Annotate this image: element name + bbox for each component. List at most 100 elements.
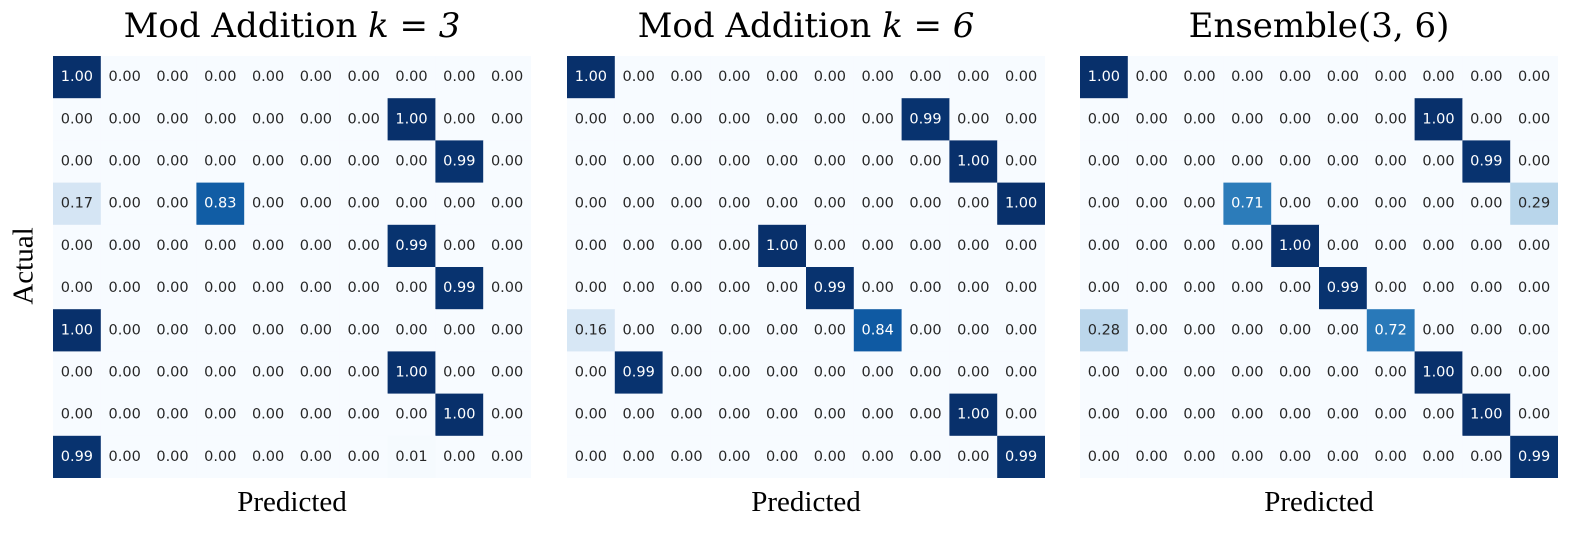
heatmap-cell-label: 0.00 bbox=[252, 111, 284, 127]
heatmap-cell bbox=[949, 351, 998, 395]
heatmap-cell bbox=[100, 351, 150, 395]
x-axis-label-1: Predicted bbox=[237, 486, 347, 518]
heatmap-cell bbox=[662, 435, 711, 478]
heatmap-cell-label: 0.00 bbox=[252, 322, 284, 338]
heatmap-cell-label: 0.00 bbox=[61, 407, 93, 423]
heatmap-cell bbox=[1319, 98, 1368, 141]
heatmap-cell bbox=[710, 351, 759, 395]
heatmap-cell-label: 1.00 bbox=[1005, 196, 1037, 212]
heatmap-cell bbox=[758, 140, 807, 184]
heatmap-cell-label: 0.00 bbox=[1375, 238, 1407, 254]
heatmap-cell bbox=[997, 393, 1045, 437]
heatmap-cell bbox=[1319, 309, 1368, 352]
heatmap-cell-label: 0.00 bbox=[862, 365, 894, 381]
heatmap-cell-label: 0.00 bbox=[766, 407, 798, 423]
heatmap-cell bbox=[339, 182, 389, 226]
heatmap-cell-label: 0.00 bbox=[623, 449, 655, 465]
heatmap-cell bbox=[1223, 351, 1272, 395]
heatmap-cell-label: 0.00 bbox=[300, 238, 332, 254]
heatmap-cell bbox=[901, 267, 950, 310]
heatmap-cell-label: 0.00 bbox=[814, 449, 846, 465]
heatmap-cell-label: 0.72 bbox=[1375, 322, 1407, 338]
heatmap-cell-label: 0.00 bbox=[300, 449, 332, 465]
heatmap-cell bbox=[196, 56, 245, 99]
heatmap-cell-label: 0.00 bbox=[670, 154, 702, 170]
heatmap-cell bbox=[1510, 267, 1558, 310]
heatmap-cell bbox=[148, 140, 197, 184]
heatmap-cell-label: 0.00 bbox=[1327, 322, 1359, 338]
heatmap-cell-label: 0.00 bbox=[1422, 154, 1454, 170]
heatmap-cell-label: 0.00 bbox=[718, 154, 750, 170]
heatmap-cell-label: 0.00 bbox=[575, 111, 607, 127]
heatmap-cell-label: 0.00 bbox=[109, 196, 141, 212]
heatmap-cell bbox=[806, 56, 855, 99]
heatmap-cell-label: 0.00 bbox=[204, 280, 236, 296]
heatmap-cell-label: 0.00 bbox=[909, 365, 941, 381]
heatmap-cell bbox=[1366, 309, 1416, 352]
heatmap-cell bbox=[435, 267, 484, 310]
heatmap-cell-label: 0.00 bbox=[1005, 407, 1037, 423]
heatmap-cell bbox=[53, 140, 102, 184]
heatmap-cell-label: 0.00 bbox=[1327, 238, 1359, 254]
heatmap-cell bbox=[853, 309, 903, 352]
chart-title-1: Mod Addition k = 3 bbox=[53, 2, 531, 50]
heatmap-cell-label: 0.00 bbox=[862, 154, 894, 170]
heatmap-cell-label: 0.00 bbox=[718, 280, 750, 296]
heatmap-cell bbox=[1319, 224, 1368, 268]
heatmap-cell bbox=[1271, 309, 1320, 352]
heatmap-cell-label: 0.00 bbox=[623, 111, 655, 127]
heatmap-cell bbox=[758, 182, 807, 226]
heatmap-cell bbox=[567, 140, 616, 184]
heatmap-cell bbox=[662, 56, 711, 99]
heatmap-cell bbox=[997, 309, 1045, 352]
heatmap-cell bbox=[435, 351, 484, 395]
heatmap-cell-label: 0.00 bbox=[623, 322, 655, 338]
heatmap-cell-label: 0.00 bbox=[300, 196, 332, 212]
heatmap-cell bbox=[100, 56, 150, 99]
heatmap-cell-label: 0.00 bbox=[1183, 322, 1215, 338]
heatmap-cell bbox=[567, 56, 616, 99]
heatmap-cell bbox=[435, 56, 484, 99]
heatmap-cell-label: 0.00 bbox=[156, 111, 188, 127]
heatmap-cell bbox=[387, 98, 436, 141]
heatmap-cell-label: 0.00 bbox=[670, 365, 702, 381]
heatmap-cell-label: 0.00 bbox=[909, 238, 941, 254]
heatmap-cell-label: 0.00 bbox=[1375, 280, 1407, 296]
heatmap-cell bbox=[853, 56, 903, 99]
heatmap-cell-label: 0.00 bbox=[109, 365, 141, 381]
heatmap-cell bbox=[662, 224, 711, 268]
heatmap-cell-label: 0.00 bbox=[348, 365, 380, 381]
heatmap-cell bbox=[949, 56, 998, 99]
heatmap-cell-label: 0.00 bbox=[1279, 154, 1311, 170]
heatmap-cell-label: 0.00 bbox=[1375, 449, 1407, 465]
heatmap-cell bbox=[614, 56, 664, 99]
heatmap-cell-label: 0.00 bbox=[1231, 322, 1263, 338]
heatmap-cell-label: 0.00 bbox=[814, 365, 846, 381]
heatmap-cell-label: 0.00 bbox=[814, 111, 846, 127]
heatmap-cell-label: 0.01 bbox=[395, 449, 427, 465]
heatmap-cell-label: 1.00 bbox=[1279, 238, 1311, 254]
heatmap-cell-label: 0.00 bbox=[348, 238, 380, 254]
heatmap-cell bbox=[1366, 182, 1416, 226]
heatmap-cell-label: 0.00 bbox=[61, 238, 93, 254]
heatmap-cell-label: 0.00 bbox=[1005, 322, 1037, 338]
heatmap-cell-label: 0.00 bbox=[766, 322, 798, 338]
heatmap-cell bbox=[148, 309, 197, 352]
heatmap-cell-label: 0.00 bbox=[575, 196, 607, 212]
heatmap-cell bbox=[710, 267, 759, 310]
heatmap-cell-label: 0.00 bbox=[491, 365, 523, 381]
heatmap-cell bbox=[483, 267, 531, 310]
heatmap-cell bbox=[806, 351, 855, 395]
heatmap-cell bbox=[1175, 56, 1224, 99]
heatmap-cell-label: 0.00 bbox=[766, 111, 798, 127]
heatmap-cell-label: 0.00 bbox=[623, 280, 655, 296]
heatmap-cell-label: 0.00 bbox=[718, 69, 750, 85]
heatmap-cell-label: 0.00 bbox=[718, 449, 750, 465]
heatmap-cell bbox=[1223, 267, 1272, 310]
heatmap-cell-label: 0.00 bbox=[156, 407, 188, 423]
heatmap-cell bbox=[483, 435, 531, 478]
heatmap-cell bbox=[614, 224, 664, 268]
heatmap-cell-label: 0.00 bbox=[1470, 238, 1502, 254]
heatmap-cell-label: 0.00 bbox=[348, 280, 380, 296]
heatmap-cell bbox=[1080, 267, 1129, 310]
